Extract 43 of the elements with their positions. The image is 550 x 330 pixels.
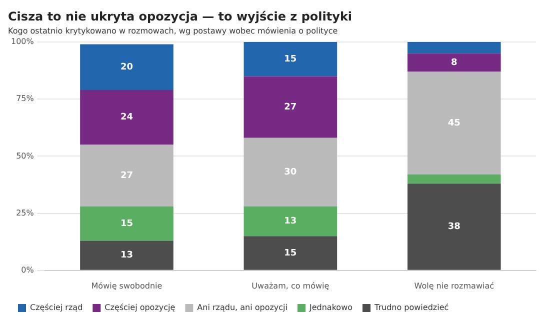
data-label: 27 [284, 102, 297, 112]
data-label: 13 [284, 216, 297, 227]
x-tick-label: Mówię swobodnie [91, 281, 162, 290]
bar [407, 42, 501, 54]
bar [80, 44, 174, 90]
bar [244, 206, 338, 236]
bar [407, 174, 501, 184]
legend-label: Częściej rząd [30, 303, 83, 312]
bar [244, 236, 338, 270]
data-label: 38 [448, 222, 460, 232]
data-label: 24 [120, 112, 133, 123]
y-tick-label: 25% [16, 208, 34, 218]
y-tick-label: 75% [16, 94, 34, 104]
x-tick-label: Uważam, co mówię [252, 281, 330, 290]
bar [244, 76, 338, 138]
data-label: 13 [120, 250, 133, 261]
x-tick-label: Wolę nie rozmawiać [414, 281, 494, 290]
bar [407, 53, 501, 72]
bar [80, 90, 174, 145]
bar [407, 72, 501, 174]
bar [80, 240, 174, 270]
y-tick-label: 100% [10, 37, 34, 46]
data-label: 15 [120, 218, 133, 229]
bar [244, 42, 338, 76]
data-label: 30 [284, 168, 297, 178]
legend-label: Ani rządu, ani opozycji [197, 303, 288, 312]
bar [80, 144, 174, 206]
chart-title: Cisza to nie ukryta opozycja — to wyjście z polityki [8, 9, 352, 24]
legend-label: Jednakowo [308, 303, 353, 312]
y-tick-label: 50% [16, 151, 34, 160]
data-label: 45 [448, 118, 460, 128]
bar [407, 184, 501, 270]
data-label: 8 [451, 58, 458, 68]
legend-label: Częściej opozycję [104, 303, 176, 312]
chart-subtitle: Kogo ostatnio krytykowano w rozmowach, wg postawy wobec mówienia o polityce [8, 26, 338, 36]
data-label: 27 [120, 170, 133, 181]
bar [80, 206, 174, 241]
legend-label: Trudno powiedzieć [374, 303, 449, 312]
data-label: 15 [284, 248, 297, 258]
y-tick-label: 0% [21, 265, 34, 274]
bar [244, 138, 338, 206]
data-label: 20 [120, 62, 133, 72]
data-label: 15 [284, 54, 297, 64]
